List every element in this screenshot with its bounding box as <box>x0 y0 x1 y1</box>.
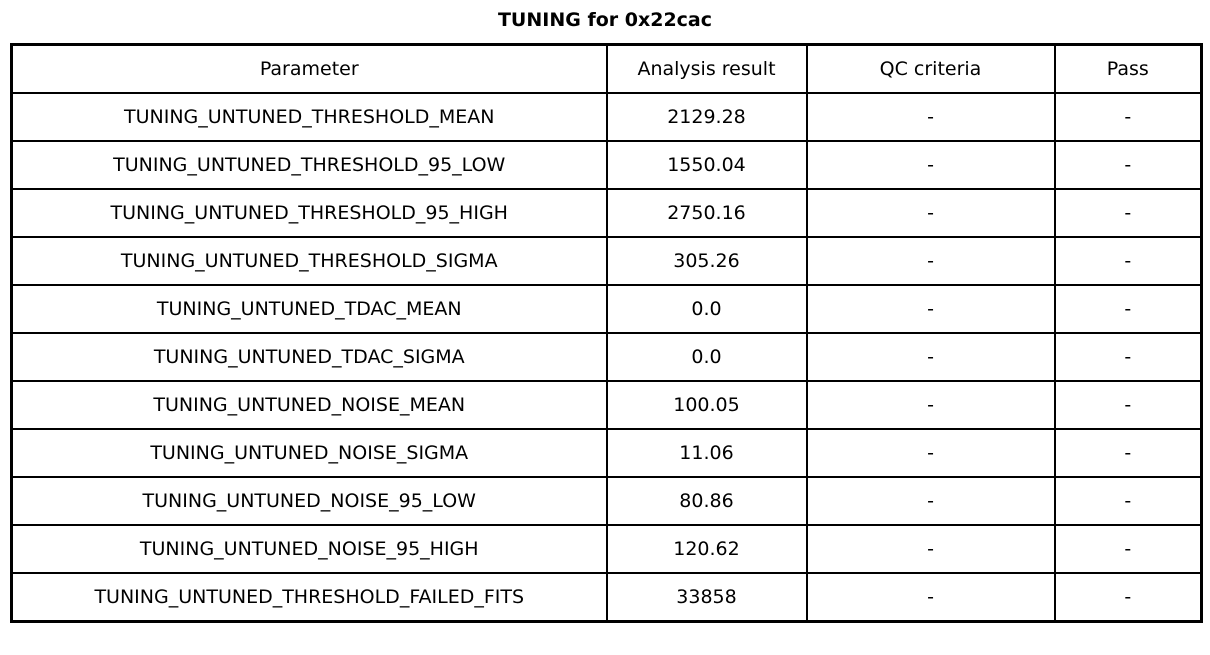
analysis-result-cell: 100.05 <box>605 379 808 430</box>
analysis-result-cell: 305.26 <box>605 235 808 286</box>
qc-criteria-cell: - <box>805 283 1056 334</box>
analysis-result-cell: 80.86 <box>605 475 808 526</box>
parameter-cell: TUNING_UNTUNED_THRESHOLD_95_LOW <box>10 139 608 190</box>
table-row: TUNING_UNTUNED_NOISE_SIGMA 11.06- - <box>10 427 1203 478</box>
header-qc-criteria: QC criteria <box>805 43 1056 94</box>
pass-cell: - <box>1053 187 1203 238</box>
pass-cell: - <box>1053 331 1203 382</box>
parameter-cell: TUNING_UNTUNED_NOISE_MEAN <box>10 379 608 430</box>
table-row: TUNING_UNTUNED_THRESHOLD_SIGMA 305.26- - <box>10 235 1203 286</box>
pass-cell: - <box>1053 379 1203 430</box>
parameter-cell: TUNING_UNTUNED_NOISE_95_LOW <box>10 475 608 526</box>
table-row: TUNING_UNTUNED_THRESHOLD_95_LOW 1550.04- - <box>10 139 1203 190</box>
qc-criteria-cell: - <box>805 235 1056 286</box>
table-row: TUNING_UNTUNED_TDAC_SIGMA 0.0- - <box>10 331 1203 382</box>
parameter-cell: TUNING_UNTUNED_THRESHOLD_FAILED_FITS <box>10 571 608 623</box>
table-row: TUNING_UNTUNED_THRESHOLD_FAILED_FITS 3385… <box>10 571 1203 623</box>
pass-cell: - <box>1053 139 1203 190</box>
parameter-cell: TUNING_UNTUNED_NOISE_95_HIGH <box>10 523 608 574</box>
qc-criteria-cell: - <box>805 139 1056 190</box>
qc-results-table: Parameter Analysis result QC criteria Pa… <box>10 42 1203 623</box>
pass-cell: - <box>1053 235 1203 286</box>
qc-criteria-cell: - <box>805 571 1056 623</box>
qc-criteria-cell: - <box>805 523 1056 574</box>
analysis-result-cell: 0.0 <box>605 283 808 334</box>
qc-criteria-cell: - <box>805 379 1056 430</box>
header-analysis-result: Analysis result <box>605 43 808 94</box>
parameter-cell: TUNING_UNTUNED_THRESHOLD_95_HIGH <box>10 187 608 238</box>
analysis-result-cell: 1550.04 <box>605 139 808 190</box>
table-row: TUNING_UNTUNED_NOISE_95_HIGH 120.62- - <box>10 523 1203 574</box>
qc-criteria-cell: - <box>805 427 1056 478</box>
qc-criteria-cell: - <box>805 91 1056 142</box>
header-pass: Pass <box>1053 43 1203 94</box>
table-row: TUNING_UNTUNED_THRESHOLD_95_HIGH 2750.16-… <box>10 187 1203 238</box>
parameter-cell: TUNING_UNTUNED_TDAC_SIGMA <box>10 331 608 382</box>
analysis-result-cell: 0.0 <box>605 331 808 382</box>
table-row: TUNING_UNTUNED_TDAC_MEAN 0.0- - <box>10 283 1203 334</box>
parameter-cell: TUNING_UNTUNED_THRESHOLD_SIGMA <box>10 235 608 286</box>
header-parameter: Parameter <box>10 43 608 94</box>
figure-title: TUNING for 0x22cac <box>497 9 713 31</box>
pass-cell: - <box>1053 475 1203 526</box>
analysis-result-cell: 2750.16 <box>605 187 808 238</box>
table-row: TUNING_UNTUNED_NOISE_MEAN 100.05- - <box>10 379 1203 430</box>
analysis-result-cell: 2129.28 <box>605 91 808 142</box>
analysis-result-cell: 120.62 <box>605 523 808 574</box>
pass-cell: - <box>1053 523 1203 574</box>
analysis-result-cell: 33858 <box>605 571 808 623</box>
pass-cell: - <box>1053 427 1203 478</box>
table-row: TUNING_UNTUNED_THRESHOLD_MEAN 2129.28- - <box>10 91 1203 142</box>
pass-cell: - <box>1053 571 1203 623</box>
qc-criteria-cell: - <box>805 331 1056 382</box>
qc-criteria-cell: - <box>805 187 1056 238</box>
table-body: TUNING_UNTUNED_THRESHOLD_MEAN 2129.28- - TU… <box>10 91 1203 623</box>
header-row: Parameter Analysis result QC criteria Pa… <box>10 43 1203 94</box>
table-header: Parameter Analysis result QC criteria Pa… <box>10 43 1203 94</box>
pass-cell: - <box>1053 283 1203 334</box>
qc-criteria-cell: - <box>805 475 1056 526</box>
table-row: TUNING_UNTUNED_NOISE_95_LOW 80.86- - <box>10 475 1203 526</box>
parameter-cell: TUNING_UNTUNED_TDAC_MEAN <box>10 283 608 334</box>
analysis-result-cell: 11.06 <box>605 427 808 478</box>
parameter-cell: TUNING_UNTUNED_NOISE_SIGMA <box>10 427 608 478</box>
pass-cell: - <box>1053 91 1203 142</box>
parameter-cell: TUNING_UNTUNED_THRESHOLD_MEAN <box>10 91 608 142</box>
